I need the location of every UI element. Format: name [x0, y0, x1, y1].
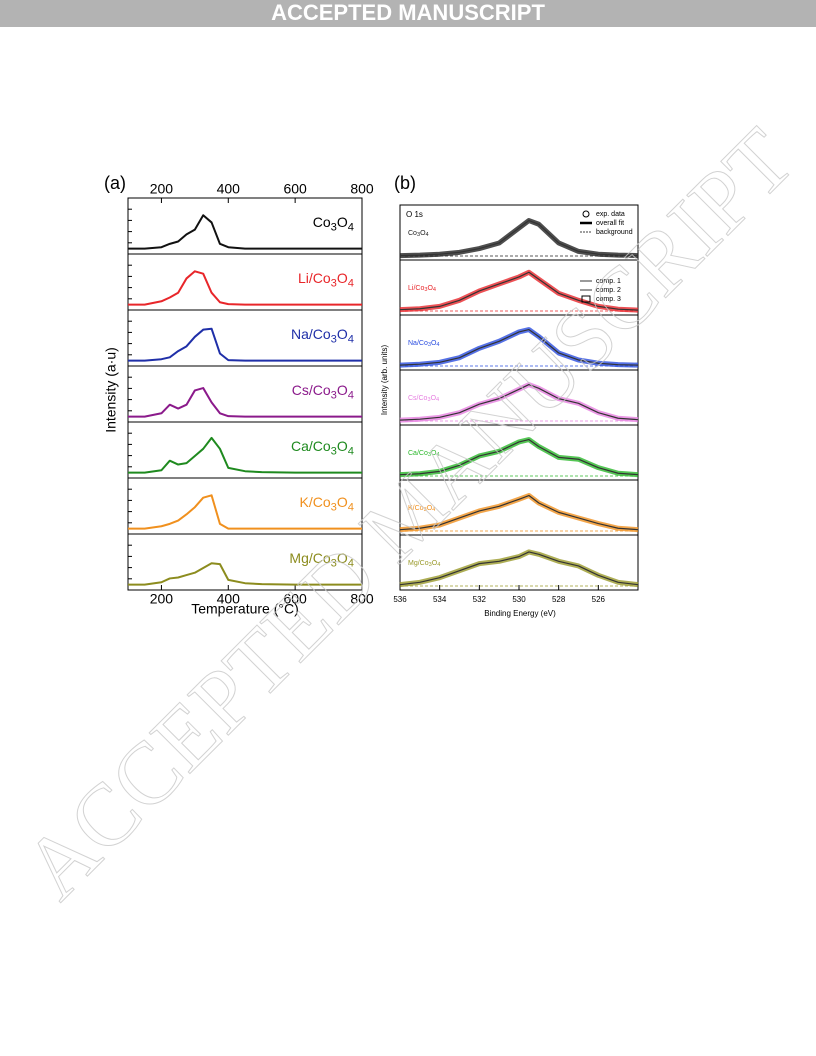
overall-fit — [399, 329, 639, 366]
legend-label: background — [596, 229, 633, 236]
sample-label: Ca/Co3O4 — [408, 450, 440, 459]
sample-label: Na/Co3O4 — [408, 340, 440, 349]
header-bar — [0, 0, 816, 27]
tpr-curve — [128, 387, 362, 418]
x-axis-label: Binding Energy (eV) — [484, 609, 556, 618]
sample-label: Ca/Co3O4 — [291, 438, 354, 457]
sample-label: Cs/Co3O4 — [408, 395, 439, 404]
panel-label: (b) — [394, 173, 416, 193]
tpr-curve — [128, 270, 362, 306]
legend-symbol — [581, 295, 591, 303]
x-tick-label: 800 — [350, 591, 374, 607]
overall-fit — [399, 439, 639, 476]
x-tick-label: 800 — [350, 181, 374, 197]
legend-label: comp. 2 — [596, 287, 621, 294]
sample-label: Li/Co3O4 — [408, 285, 436, 294]
sample-label: Na/Co3O4 — [291, 326, 354, 345]
x-tick-label: 530 — [512, 595, 526, 604]
x-tick-label: 532 — [473, 595, 487, 604]
x-tick-label: 200 — [150, 181, 174, 197]
overall-fit — [399, 384, 639, 421]
x-tick-label: 526 — [592, 595, 606, 604]
x-tick-label: 400 — [217, 181, 241, 197]
overall-fit — [399, 271, 639, 311]
x-tick-label: 600 — [283, 181, 307, 197]
subpanel-frame — [127, 533, 363, 591]
sample-label: K/Co3O4 — [300, 494, 354, 513]
tpr-curve — [128, 327, 362, 362]
legend-label: comp. 3 — [596, 296, 621, 303]
sample-label: Mg/Co3O4 — [289, 550, 354, 569]
sample-label: Co3O4 — [313, 214, 354, 233]
x-tick-label: 200 — [150, 591, 174, 607]
sample-label: Cs/Co3O4 — [292, 382, 354, 401]
annotation: O 1s — [406, 210, 423, 219]
sample-label: Co3O4 — [408, 230, 429, 239]
x-axis-label: Temperature (°C) — [191, 601, 299, 617]
overall-fit — [399, 219, 639, 257]
x-tick-label: 400 — [217, 591, 241, 607]
x-tick-label: 528 — [552, 595, 566, 604]
tpr-curve — [128, 214, 362, 250]
legend-label: exp. data — [596, 211, 625, 218]
sample-label: K/Co3O4 — [408, 505, 435, 514]
sample-label: Li/Co3O4 — [298, 270, 354, 289]
y-axis-label: Intensity (a·u) — [103, 347, 119, 433]
tpr-curve — [128, 562, 362, 586]
overall-fit — [399, 551, 639, 586]
sample-label: Mg/Co3O4 — [408, 560, 440, 569]
tpr-curve — [128, 436, 362, 474]
legend-label: comp. 1 — [596, 278, 621, 285]
tpr-curve — [128, 494, 362, 530]
x-tick-label: 600 — [283, 591, 307, 607]
legend-symbol — [582, 210, 590, 218]
legend-label: overall fit — [596, 220, 624, 227]
header: ACCEPTED MANUSCRIPT — [271, 0, 545, 25]
x-tick-label: 536 — [393, 595, 407, 604]
x-tick-label: 534 — [433, 595, 447, 604]
y-axis-label: Intensity (arb. units) — [380, 345, 389, 416]
subpanel-frame — [399, 534, 639, 591]
panel-label: (a) — [104, 173, 126, 193]
overall-fit — [399, 494, 639, 531]
